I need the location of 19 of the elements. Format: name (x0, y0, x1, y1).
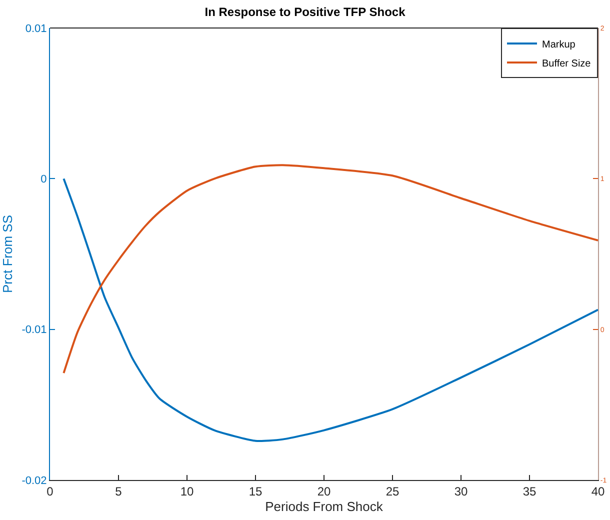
line-series (62, 178, 598, 442)
y-tick-label: -0.01 (22, 324, 47, 336)
x-tick-label: 25 (386, 484, 400, 498)
x-tick-label: 10 (180, 484, 194, 498)
x-tick-label: 5 (115, 484, 122, 498)
x-tick-label: 20 (317, 484, 331, 498)
x-axis-title: Periods From Shock (265, 499, 384, 514)
y-axis-title: Prct From SS (0, 214, 15, 294)
line-series (62, 164, 598, 374)
x-tick-label: 30 (454, 484, 468, 498)
y-tick-label: 0.01 (25, 22, 47, 35)
legend-label: Buffer Size (542, 58, 592, 70)
chart-title: In Response to Positive TFP Shock (204, 5, 406, 20)
y-tick-label: -0.02 (22, 474, 47, 487)
x-tick-label: 35 (522, 484, 536, 498)
x-tick-label: 15 (248, 484, 262, 498)
x-tick-label: 40 (591, 484, 605, 498)
y-tick-label: 0 (40, 174, 47, 186)
legend-label: Markup (542, 39, 576, 50)
